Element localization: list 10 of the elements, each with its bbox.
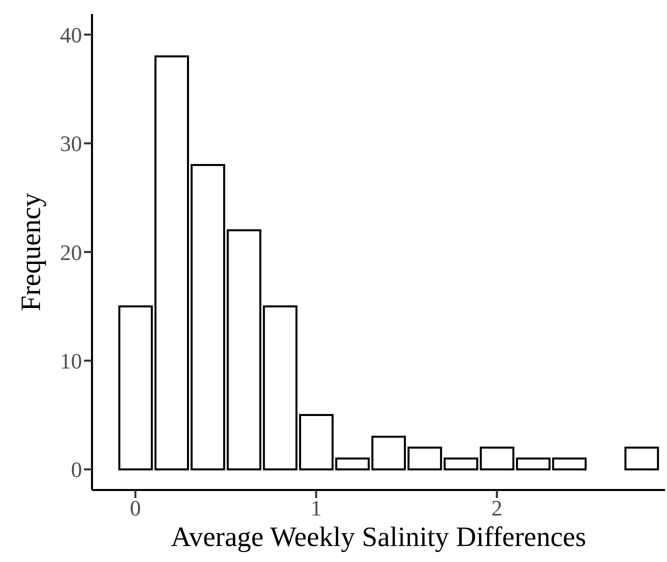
y-tick-label: 10 [60, 348, 82, 374]
y-tick-label: 0 [71, 457, 82, 482]
x-tick-label: 2 [491, 496, 502, 521]
x-tick-label: 0 [130, 496, 141, 521]
y-axis-title: Frequency [16, 192, 47, 312]
x-tick-label: 1 [310, 496, 322, 521]
y-tick-label: 20 [60, 240, 82, 265]
y-tick-label: 30 [60, 131, 82, 156]
y-tick-label: 40 [60, 22, 82, 48]
x-axis-title: Average Weekly Salinity Differences [170, 522, 586, 553]
